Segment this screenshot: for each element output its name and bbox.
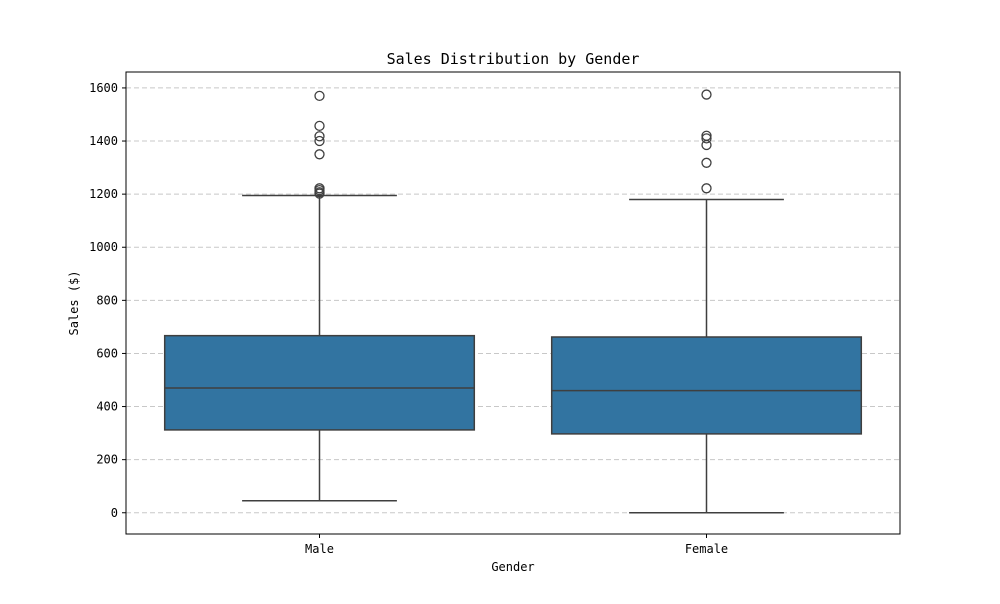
outlier-point — [701, 133, 712, 144]
iqr-box — [163, 334, 476, 431]
axis-ticks: 0 200 400 600 800 1000 1200 1400 1600 Male Female — [89, 81, 728, 556]
outlier-point — [314, 183, 325, 194]
outlier-point — [701, 89, 712, 100]
outlier-point — [314, 90, 325, 102]
x-tick-label: Female — [685, 542, 728, 556]
x-tick-label: Male — [305, 542, 334, 556]
y-tick-label: 1200 — [89, 187, 118, 201]
y-tick-label: 800 — [96, 293, 118, 307]
y-tick-label: 1000 — [89, 240, 118, 254]
gridlines — [126, 87, 900, 514]
y-tick-label: 0 — [111, 506, 118, 520]
y-axis-label: Sales ($) — [67, 270, 81, 335]
y-tick-label: 1600 — [89, 81, 118, 95]
y-tick-label: 200 — [96, 453, 118, 467]
y-tick-label: 600 — [96, 346, 118, 360]
outlier-point — [701, 183, 712, 194]
outlier-point — [701, 130, 712, 141]
outlier-point — [314, 135, 325, 147]
box-series — [163, 89, 863, 514]
outlier-point — [314, 131, 325, 142]
plot-frame — [125, 71, 901, 535]
y-tick-label: 400 — [96, 400, 118, 414]
x-axis-label: Gender — [491, 560, 534, 574]
chart-title: Sales Distribution by Gender — [387, 50, 640, 68]
iqr-box — [550, 336, 863, 435]
y-tick-label: 1400 — [89, 134, 118, 148]
outlier-point — [701, 157, 712, 168]
outlier-point — [314, 149, 325, 160]
box-group-female — [550, 89, 863, 514]
box-group-male — [163, 90, 476, 502]
outlier-point — [314, 120, 325, 132]
